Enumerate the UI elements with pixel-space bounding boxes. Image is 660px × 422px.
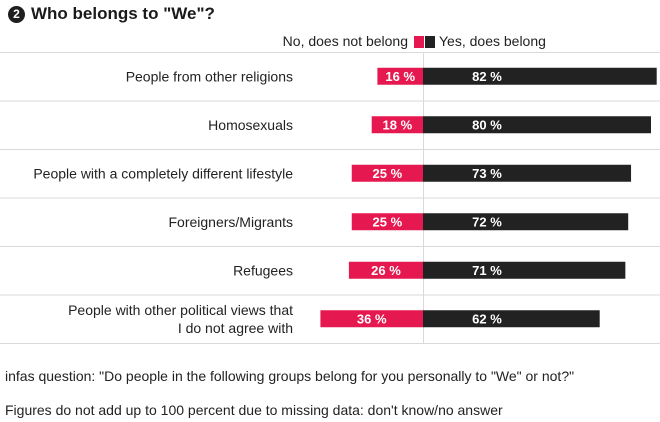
category-label: People with a completely different lifes… [33,165,293,181]
bar-no [377,67,423,85]
legend-yes-swatch [425,36,435,48]
data-label-no: 16 % [385,69,415,84]
category-label: Refugees [233,262,293,278]
category-label: Foreigners/Migrants [169,214,294,230]
data-label-no: 25 % [373,214,403,229]
footnote-missing-data: Figures do not add up to 100 percent due… [5,402,503,418]
data-label-yes: 82 % [472,69,502,84]
bar-no [351,164,423,182]
category-label: I do not agree with [178,320,293,336]
data-label-yes: 62 % [472,311,502,326]
bar-no [351,213,423,231]
data-label-yes: 80 % [472,117,502,132]
bar-no [371,116,423,134]
bar-yes [423,261,626,279]
category-label: People from other religions [126,68,293,84]
bar-yes [423,67,657,85]
legend-yes-label: Yes, does belong [439,33,546,49]
legend-no-swatch [414,36,424,48]
chart-number-badge: 2 [8,5,25,23]
data-label-no: 26 % [371,263,401,278]
category-label: Homosexuals [208,117,293,133]
category-label: People with other political views that [68,302,293,318]
chart-header: 2 Who belongs to "We"? [8,4,215,24]
bar-no [348,261,423,279]
legend-no-label: No, does not belong [282,33,408,49]
legend: No, does not belong Yes, does belong [0,33,660,51]
data-label-no: 18 % [383,117,413,132]
bar-yes [423,310,600,328]
footnote-question: infas question: "Do people in the follow… [5,368,575,384]
data-label-yes: 71 % [472,263,502,278]
bar-no [320,310,423,328]
data-label-no: 36 % [357,311,387,326]
data-label-no: 25 % [373,166,403,181]
bar-yes [423,164,632,182]
bar-yes [423,116,651,134]
bar-chart: People from other religions 16 % 82 % Homos… [0,52,660,344]
data-label-yes: 73 % [472,166,502,181]
data-label-yes: 72 % [472,214,502,229]
chart-title: Who belongs to "We"? [31,4,215,23]
bar-yes [423,213,629,231]
